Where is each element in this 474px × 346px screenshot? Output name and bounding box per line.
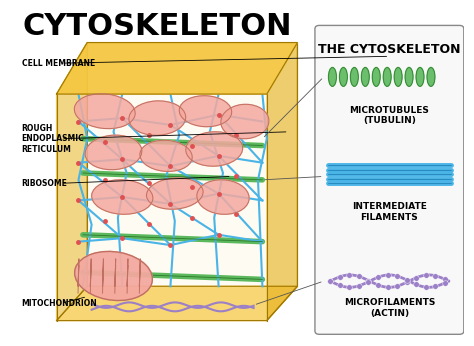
Text: CYTOSKELETON: CYTOSKELETON: [23, 12, 292, 41]
Ellipse shape: [372, 67, 380, 86]
Ellipse shape: [416, 67, 424, 86]
Ellipse shape: [427, 67, 435, 86]
Text: CELL MEMBRANE: CELL MEMBRANE: [21, 59, 95, 68]
Ellipse shape: [361, 67, 369, 86]
Ellipse shape: [197, 180, 249, 214]
Ellipse shape: [85, 135, 142, 170]
Ellipse shape: [405, 67, 413, 86]
Ellipse shape: [74, 252, 153, 301]
Ellipse shape: [221, 104, 269, 139]
Ellipse shape: [91, 180, 153, 214]
Ellipse shape: [328, 67, 337, 86]
Text: INTERMEDIATE
FILAMENTS: INTERMEDIATE FILAMENTS: [352, 202, 427, 221]
Text: MICROTUBULES
(TUBULIN): MICROTUBULES (TUBULIN): [349, 106, 429, 126]
Text: THE CYTOSKELETON: THE CYTOSKELETON: [318, 43, 461, 56]
Ellipse shape: [186, 132, 243, 166]
Ellipse shape: [179, 96, 232, 127]
Ellipse shape: [383, 67, 391, 86]
Text: MITOCHONDRION: MITOCHONDRION: [21, 299, 97, 308]
Text: RIBOSOME: RIBOSOME: [21, 179, 67, 188]
FancyBboxPatch shape: [315, 25, 464, 334]
Ellipse shape: [140, 140, 192, 171]
Ellipse shape: [74, 94, 135, 129]
Ellipse shape: [339, 67, 347, 86]
Ellipse shape: [146, 178, 203, 209]
Polygon shape: [56, 94, 267, 321]
Polygon shape: [267, 43, 297, 321]
Ellipse shape: [129, 101, 186, 135]
Polygon shape: [56, 286, 297, 321]
Text: ROUGH
ENDOPLASMIC
RETICULUM: ROUGH ENDOPLASMIC RETICULUM: [21, 124, 84, 154]
Polygon shape: [56, 43, 87, 321]
Ellipse shape: [394, 67, 402, 86]
Text: MICROFILAMENTS
(ACTIN): MICROFILAMENTS (ACTIN): [344, 298, 435, 318]
Polygon shape: [56, 43, 297, 94]
Ellipse shape: [350, 67, 358, 86]
